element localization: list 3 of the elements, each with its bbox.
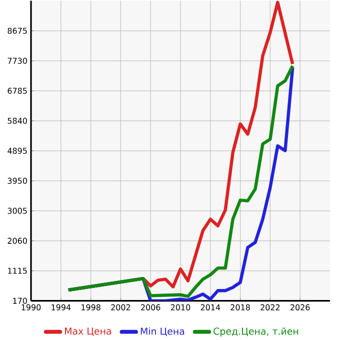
legend-label: Max Цена [65, 328, 111, 336]
legend-label: Min Цена [140, 327, 184, 336]
legend-label: Сред.Цена, т.йен [214, 327, 298, 337]
